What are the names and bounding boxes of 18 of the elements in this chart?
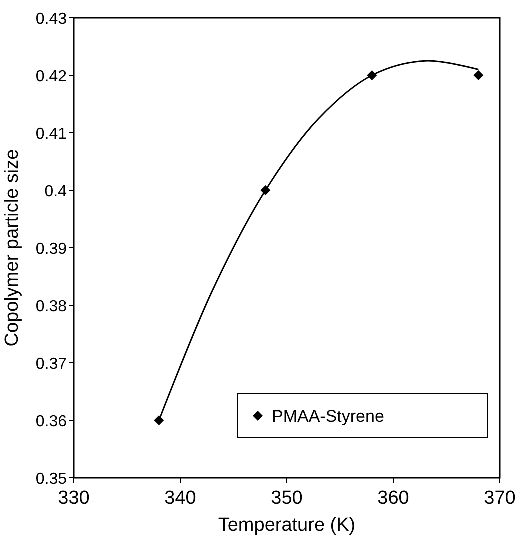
y-tick-label: 0.38 bbox=[36, 298, 68, 316]
y-tick-label: 0.42 bbox=[36, 68, 68, 86]
x-tick-label: 340 bbox=[164, 488, 196, 509]
x-tick-label: 370 bbox=[484, 488, 516, 509]
legend-label: PMAA-Styrene bbox=[272, 407, 384, 426]
point bbox=[474, 70, 484, 80]
y-tick-label: 0.37 bbox=[36, 356, 68, 373]
y-axis-title: Copolymer particle size bbox=[2, 149, 23, 347]
y-tick-label: 0.43 bbox=[36, 11, 68, 28]
y-tick-label: 0.41 bbox=[36, 126, 68, 143]
x-axis-title: Temperature (K) bbox=[218, 515, 356, 536]
y-tick-label: 0.4 bbox=[44, 184, 68, 200]
x-tick-label: 330 bbox=[58, 488, 90, 509]
x-tick-label: 350 bbox=[271, 488, 303, 509]
y-tick-label: 0.35 bbox=[36, 471, 68, 488]
y-tick-label: 0.36 bbox=[36, 414, 68, 430]
y-tick-label: 0.39 bbox=[36, 241, 68, 258]
x-tick-label: 360 bbox=[378, 488, 410, 509]
